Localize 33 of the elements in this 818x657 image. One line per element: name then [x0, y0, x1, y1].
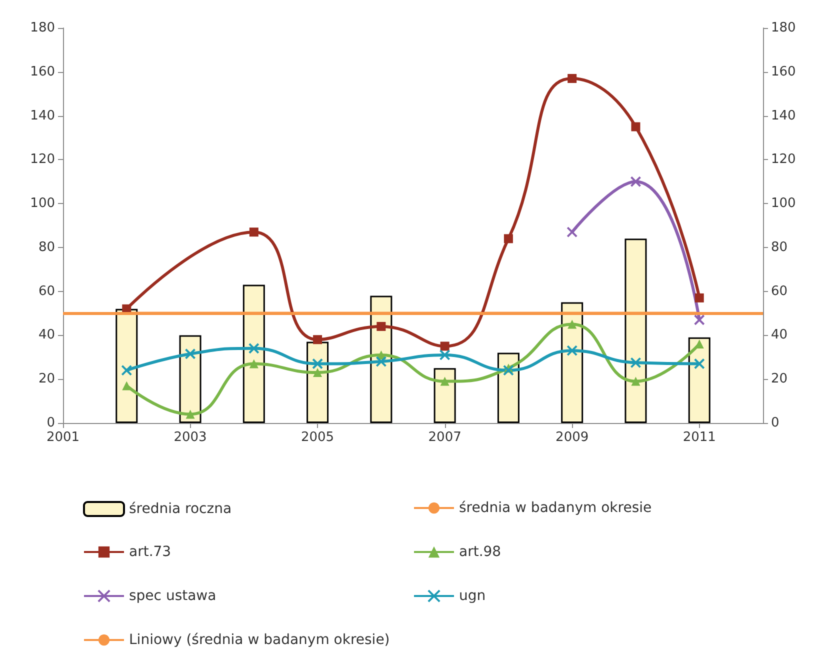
y-tick-label: 160: [30, 64, 55, 80]
x-tick-label: 2005: [301, 430, 334, 445]
y-tick-label: 40: [38, 328, 55, 343]
x-tick-label: 2003: [174, 430, 207, 445]
y-tick-label: 140: [30, 108, 55, 124]
y2-tick-label: 80: [771, 240, 788, 255]
y2-tick-label: 0: [771, 416, 780, 430]
legend-label: spec ustawa: [129, 588, 216, 604]
legend-label: średnia roczna: [129, 501, 232, 517]
y-tick-label: 100: [30, 196, 55, 212]
y-tick-label: 20: [38, 372, 55, 387]
y2-tick-label: 140: [771, 108, 796, 124]
y-tick-label: 60: [38, 284, 55, 299]
y2-tick-label: 20: [771, 372, 788, 387]
legend-label: ugn: [459, 588, 486, 604]
y2-tick-label: 120: [771, 152, 796, 168]
y2-tick-label: 160: [771, 64, 796, 80]
y2-tick-label: 180: [771, 20, 796, 36]
x-tick-label: 2009: [556, 430, 589, 445]
y2-tick-label: 100: [771, 196, 796, 212]
x-tick-label: 2007: [428, 430, 462, 445]
legend-label: art.73: [129, 544, 172, 560]
legend-label: średnia w badanym okresie: [459, 500, 652, 516]
y-tick-label: 120: [30, 152, 55, 168]
y-tick-label: 0: [46, 416, 55, 430]
y-tick-label: 180: [30, 20, 55, 36]
y2-tick-label: 60: [771, 284, 788, 299]
x-tick-label: 2001: [46, 430, 80, 445]
y-tick-label: 80: [38, 240, 55, 255]
legend-label: Liniowy (średnia w badanym okresie): [129, 632, 390, 648]
legend-label: art.98: [459, 544, 502, 560]
x-tick-label: 2011: [682, 430, 716, 445]
y2-tick-label: 40: [771, 328, 788, 343]
